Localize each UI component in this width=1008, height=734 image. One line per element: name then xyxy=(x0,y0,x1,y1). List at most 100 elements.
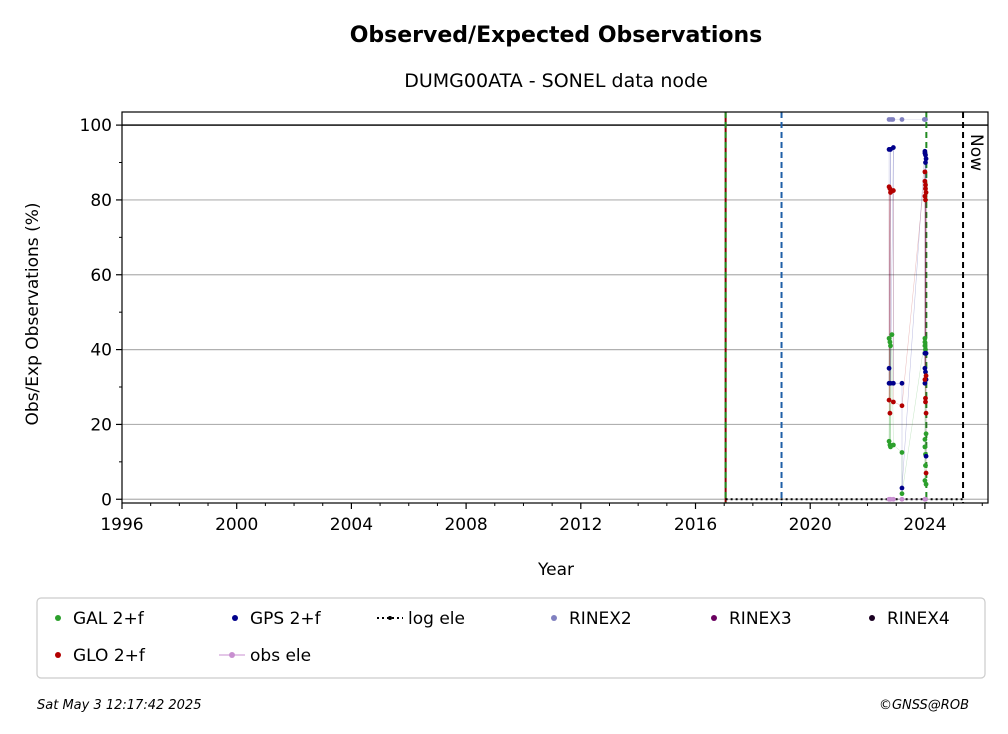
legend-marker-gps-2-f xyxy=(232,615,238,621)
point-gps-2-f xyxy=(899,380,905,386)
point-gal-2-f xyxy=(922,436,928,442)
point-gal-2-f xyxy=(923,347,928,352)
point-glo-2-f xyxy=(923,410,929,416)
point-gps-2-f xyxy=(899,485,905,491)
point-gps-2-f xyxy=(886,380,892,386)
point-gal-2-f xyxy=(922,444,928,450)
point-glo-2-f xyxy=(890,399,896,405)
point-glo-2-f xyxy=(922,193,928,199)
point-gal-2-f xyxy=(890,442,896,448)
legend-label-gps-2-f: GPS 2+f xyxy=(250,609,322,629)
legend-marker-gal-2-f xyxy=(55,615,61,621)
legend-marker-rinex2 xyxy=(551,615,557,621)
y-tick-label-80: 80 xyxy=(90,191,112,211)
legend-box xyxy=(36,597,986,679)
x-tick-label-1996: 1996 xyxy=(100,515,143,535)
reference-lines xyxy=(122,112,988,503)
y-tick-label-20: 20 xyxy=(90,415,112,435)
point-glo-2-f xyxy=(923,399,928,405)
legend-label-rinex4: RINEX4 xyxy=(887,609,950,629)
data-points xyxy=(886,117,929,502)
point-gps-2-f xyxy=(923,350,929,356)
y-tick-label-100: 100 xyxy=(80,116,112,136)
point-rinex2 xyxy=(890,117,896,122)
x-tick-label-2020: 2020 xyxy=(789,515,832,535)
legend-marker-dot-log-ele xyxy=(388,616,392,620)
point-gal-2-f xyxy=(899,491,905,497)
point-gal-2-f xyxy=(922,343,928,349)
point-glo-2-f xyxy=(923,470,929,476)
legend-label-gal-2-f: GAL 2+f xyxy=(73,609,145,629)
y-axis-label: Obs/Exp Observations (%) xyxy=(23,203,43,426)
grid xyxy=(122,124,988,500)
legend-marker-glo-2-f xyxy=(55,652,61,658)
legend-marker-dot-obs-ele xyxy=(229,652,235,658)
connector-0 xyxy=(888,334,927,494)
chart-subtitle: DUMG00ATA - SONEL data node xyxy=(404,70,708,92)
x-tick-label-2000: 2000 xyxy=(215,515,258,535)
legend-marker-rinex3 xyxy=(711,615,717,621)
point-gps-2-f xyxy=(923,453,929,459)
point-gps-2-f xyxy=(923,369,928,375)
plot-frame xyxy=(121,111,989,504)
point-glo-2-f xyxy=(899,403,905,409)
point-gps-2-f xyxy=(890,380,896,386)
point-rinex2 xyxy=(923,117,928,122)
point-glo-2-f xyxy=(890,188,896,193)
x-tick-label-2008: 2008 xyxy=(444,515,487,535)
point-gps-2-f xyxy=(886,365,892,371)
point-gal-2-f xyxy=(886,438,892,444)
legend: GAL 2+f GPS 2+f log ele RINEX2 RINEX3 RINEX4 G… xyxy=(36,597,986,679)
legend-label-glo-2-f: GLO 2+f xyxy=(73,646,146,666)
legend-label-rinex3: RINEX3 xyxy=(729,609,792,629)
now-label: Now xyxy=(966,134,986,171)
legend-label-log-ele: log ele xyxy=(408,609,465,629)
point-glo-2-f xyxy=(923,182,928,188)
x-tick-label-2012: 2012 xyxy=(559,515,602,535)
point-gal-2-f xyxy=(923,481,929,487)
point-gps-2-f xyxy=(922,365,928,371)
x-tick-label-2004: 2004 xyxy=(330,515,373,535)
legend-label-rinex2: RINEX2 xyxy=(569,609,632,629)
point-gal-2-f xyxy=(887,339,893,345)
point-glo-2-f xyxy=(923,395,928,401)
point-gps-2-f xyxy=(923,160,928,165)
point-glo-2-f xyxy=(922,178,928,184)
point-gps-2-f xyxy=(890,145,896,150)
point-gal-2-f xyxy=(899,450,905,455)
x-axis-label: Year xyxy=(537,560,574,580)
point-gps-2-f xyxy=(922,380,928,386)
x-axis-ticks: 1996 2000 2004 2008 2012 2016 2020 2024 xyxy=(100,503,983,535)
x-tick-label-2016: 2016 xyxy=(674,515,717,535)
point-gps-2-f xyxy=(923,156,929,162)
point-gps-2-f xyxy=(923,152,928,158)
point-gal-2-f xyxy=(922,339,928,345)
footer-credit: ©GNSS@ROB xyxy=(879,698,969,713)
footer-timestamp: Sat May 3 12:17:42 2025 xyxy=(37,698,201,713)
point-glo-2-f xyxy=(923,197,928,203)
point-glo-2-f xyxy=(923,373,929,379)
connector-1 xyxy=(888,147,927,489)
x-tick-label-2024: 2024 xyxy=(903,515,946,535)
point-glo-2-f xyxy=(887,410,893,416)
point-rinex2 xyxy=(899,117,905,122)
point-glo-2-f xyxy=(886,397,892,403)
y-tick-label-40: 40 xyxy=(90,341,112,361)
connector-2 xyxy=(888,171,927,474)
point-obs-ele xyxy=(899,496,905,502)
point-glo-2-f xyxy=(922,377,928,382)
point-glo-2-f xyxy=(923,186,928,192)
y-axis-ticks: 0 20 40 60 80 100 xyxy=(80,116,122,510)
series-connectors xyxy=(888,119,927,500)
point-gal-2-f xyxy=(923,431,929,437)
legend-label-obs-ele: obs ele xyxy=(250,646,311,666)
point-gal-2-f xyxy=(886,335,892,341)
chart-title: Observed/Expected Observations xyxy=(350,23,763,48)
point-gal-2-f xyxy=(923,463,928,468)
point-glo-2-f xyxy=(922,169,928,175)
point-glo-2-f xyxy=(923,190,929,195)
legend-marker-rinex4 xyxy=(869,615,875,621)
point-gal-2-f xyxy=(889,332,895,338)
y-tick-label-60: 60 xyxy=(90,266,112,286)
